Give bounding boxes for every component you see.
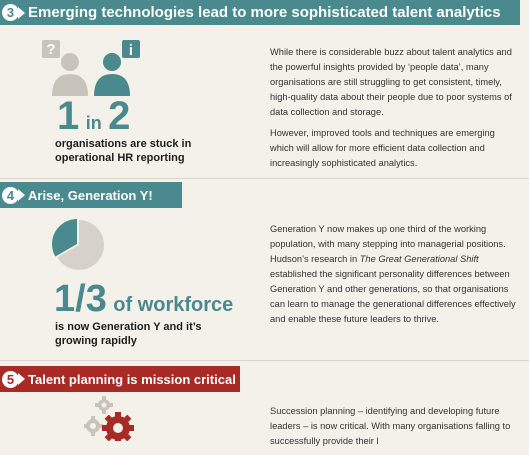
caption-line: operational HR reporting — [55, 152, 185, 164]
divider — [0, 360, 529, 361]
stat-suffix: of workforce — [113, 294, 234, 316]
divider — [0, 178, 529, 179]
gears-icon — [84, 396, 134, 441]
stat-one: 1 — [57, 94, 80, 138]
paragraph-text: established the significant personality … — [270, 269, 516, 324]
svg-text:?: ? — [46, 41, 55, 58]
stat-1-in-2: 1 in 2 — [57, 96, 130, 136]
gear-grey-small — [95, 396, 113, 414]
arrow-right-icon — [18, 373, 25, 385]
section-4-title: Arise, Generation Y! — [28, 187, 153, 203]
paragraph: Succession planning – identifying and de… — [270, 406, 511, 446]
stat-in: in — [85, 113, 102, 133]
pie-chart-icon — [52, 219, 105, 270]
section-3-banner: 3 Emerging technologies lead to more sop… — [0, 0, 520, 25]
caption-line: growing rapidly — [55, 335, 137, 347]
paragraph-text: Generation Y now makes up one third of t… — [270, 224, 506, 264]
paragraph: While there is considerable buzz about t… — [270, 47, 512, 117]
arrow-right-icon — [18, 6, 25, 19]
section-4-number: 4 — [2, 186, 19, 204]
section-4-body: Generation Y now makes up one third of t… — [270, 222, 518, 333]
caption-line: organisations are stuck in — [55, 138, 192, 150]
section-4-caption: is now Generation Y and it’s growing rap… — [55, 320, 202, 348]
section-5-title: Talent planning is mission critical — [28, 371, 236, 387]
report-title-link: The Great Generational Shift — [359, 254, 479, 264]
pie-slice-highlight — [52, 219, 77, 257]
paragraph: However, improved tools and techniques a… — [270, 128, 495, 168]
stat-two: 2 — [108, 94, 131, 138]
section-5-body: Succession planning – identifying and de… — [270, 404, 518, 455]
gear-grey — [84, 416, 103, 436]
question-badge — [42, 40, 60, 58]
section-4-banner: 4 Arise, Generation Y! — [0, 182, 182, 208]
section-3-body: While there is considerable buzz about t… — [270, 45, 518, 177]
paragraph: Generation Y now makes up one third of t… — [270, 222, 518, 327]
caption-line: is now Generation Y and it’s — [55, 321, 202, 333]
gear-red — [102, 412, 134, 441]
people-question-info-icon: ? i — [42, 40, 140, 96]
section-3-caption: organisations are stuck in operational H… — [55, 137, 191, 165]
section-5-number: 5 — [2, 370, 19, 388]
stat-one-third: 1/3 of workforce — [54, 280, 233, 318]
info-badge — [122, 40, 140, 58]
section-3-number: 3 — [2, 4, 19, 21]
arrow-right-icon — [18, 189, 25, 201]
pie-slice-rest — [57, 220, 105, 270]
section-5-banner: 5 Talent planning is mission critical — [0, 366, 240, 392]
svg-text:i: i — [129, 42, 133, 59]
stat-fraction: 1/3 — [54, 278, 107, 320]
section-3-title: Emerging technologies lead to more sophi… — [28, 4, 501, 21]
